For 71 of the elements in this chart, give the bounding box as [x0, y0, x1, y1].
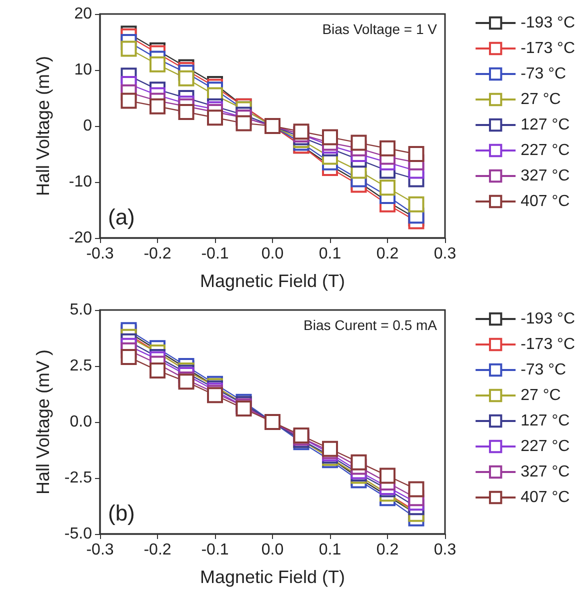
y-axis-title: Hall Voltage (mV): [33, 56, 53, 196]
point: [120, 92, 137, 109]
point: [178, 70, 194, 86]
point: [150, 362, 166, 378]
x-tick-label: -0.2: [144, 542, 172, 558]
legend-label: -193 °C: [520, 310, 575, 328]
legend-label: 227 °C: [520, 142, 570, 159]
y-tick-label: 10: [74, 62, 92, 78]
legend-label: 127 °C: [520, 412, 570, 430]
annotation: Bias Curent = 0.5 mA: [304, 317, 438, 333]
point: [150, 98, 166, 114]
point: [207, 387, 223, 404]
x-tick-label: 0.3: [434, 246, 456, 262]
x-tick-label: 0.0: [261, 542, 284, 558]
x-tick-label: 0.1: [318, 542, 342, 558]
legend-label: 327 °C: [520, 464, 570, 480]
y-tick-label: -5.0: [64, 526, 92, 542]
annotation: Bias Voltage = 1 V: [322, 21, 438, 37]
x-tick-label: -0.2: [144, 246, 172, 262]
point: [236, 115, 252, 132]
legend-label: -193 °C: [520, 14, 575, 32]
y-tick-label: 0: [83, 118, 92, 134]
x-tick-label: 0.0: [261, 246, 284, 262]
x-tick-label: -0.3: [86, 542, 114, 558]
legend-label: -73 °C: [520, 362, 566, 378]
point: [408, 481, 424, 498]
point: [350, 454, 367, 470]
y-tick-label: 20: [74, 6, 92, 22]
point: [178, 374, 194, 390]
point: [408, 196, 424, 212]
legend-label: -73 °C: [520, 66, 566, 82]
legend-label: 27 °C: [520, 91, 561, 108]
legend-label: -173 °C: [520, 40, 575, 57]
point: [207, 110, 223, 126]
annotation: (a): [108, 204, 135, 230]
annotation: (b): [108, 500, 135, 526]
x-tick-label: 0.3: [434, 542, 456, 558]
y-tick-label: -10: [68, 174, 92, 190]
point: [293, 427, 310, 444]
y-tick-label: 5.0: [70, 302, 92, 318]
x-axis-title: Magnetic Field (T): [200, 567, 346, 587]
point: [322, 440, 338, 457]
x-tick-label: -0.1: [201, 246, 229, 262]
legend-label: 327 °C: [520, 168, 570, 184]
legend-label: 127 °C: [520, 116, 570, 134]
point: [380, 140, 396, 156]
y-tick-label: 2.5: [70, 358, 92, 374]
point: [120, 40, 137, 57]
legend-label: -173 °C: [520, 336, 575, 353]
point: [120, 349, 137, 366]
point: [408, 146, 424, 162]
point: [350, 134, 367, 151]
point: [178, 104, 194, 120]
point: [236, 400, 252, 417]
x-tick-label: 0.1: [318, 246, 342, 262]
x-tick-label: 0.2: [376, 542, 399, 558]
y-axis-title: Hall Voltage (mV ): [33, 349, 53, 495]
point: [380, 180, 396, 196]
x-tick-label: -0.1: [201, 542, 229, 558]
y-tick-label: -20: [68, 230, 92, 246]
legend-label: 407 °C: [520, 193, 570, 210]
x-tick-label: -0.3: [86, 246, 114, 262]
point: [150, 56, 166, 72]
legend-label: 407 °C: [520, 489, 570, 506]
y-tick-label: 0.0: [70, 414, 92, 430]
y-tick-label: -2.5: [64, 470, 92, 486]
point: [380, 468, 396, 484]
legend-label: 27 °C: [520, 387, 561, 404]
x-axis-title: Magnetic Field (T): [200, 271, 346, 291]
legend-label: 227 °C: [520, 438, 570, 455]
x-tick-label: 0.2: [376, 246, 399, 262]
